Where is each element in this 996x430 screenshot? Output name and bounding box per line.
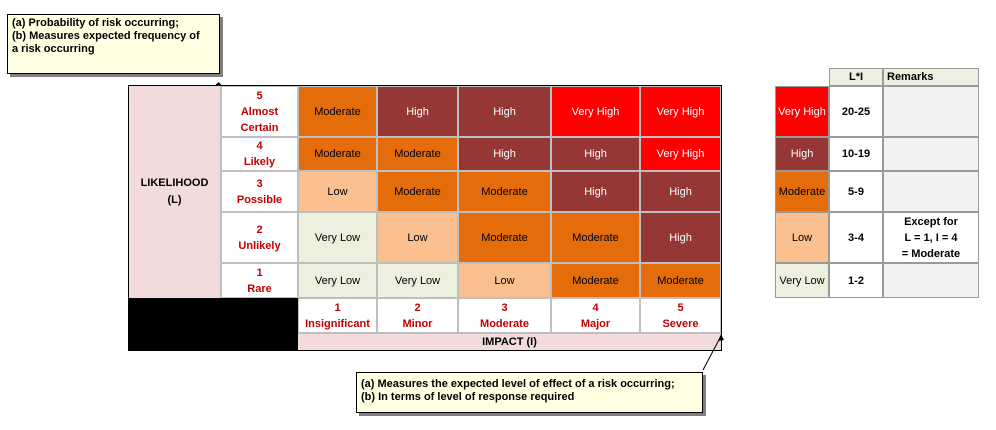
- risk-matrix: [128, 85, 722, 351]
- matrix-cell-l3-i1: Low: [298, 171, 377, 212]
- matrix-cell-l3-i2: Moderate: [377, 171, 458, 212]
- impact-axis-label: IMPACT (I): [298, 333, 721, 350]
- legend-level-low: Low: [775, 212, 829, 263]
- likelihood-level-4: 4 Likely: [221, 137, 298, 171]
- impact-note-connector: [702, 334, 724, 371]
- impact-level-5: 5 Severe: [640, 298, 721, 333]
- matrix-cell-l5-i5: Very High: [640, 86, 721, 137]
- likelihood-note: (a) Probability of risk occurring; (b) M…: [7, 14, 220, 74]
- matrix-cell-l5-i1: Moderate: [298, 86, 377, 137]
- legend-remark-moderate: [883, 171, 979, 212]
- legend-level-high: High: [775, 137, 829, 171]
- legend-range-moderate: 5-9: [829, 171, 883, 212]
- corner-block: [129, 298, 298, 350]
- matrix-cell-l4-i3: High: [458, 137, 551, 171]
- matrix-cell-l4-i1: Moderate: [298, 137, 377, 171]
- matrix-cell-l3-i3: Moderate: [458, 171, 551, 212]
- impact-level-2: 2 Minor: [377, 298, 458, 333]
- impact-note: (a) Measures the expected level of effec…: [356, 372, 703, 413]
- legend-level-very-high: Very High: [775, 86, 829, 137]
- matrix-cell-l2-i3: Moderate: [458, 212, 551, 263]
- matrix-cell-l4-i5: Very High: [640, 137, 721, 171]
- impact-level-4: 4 Major: [551, 298, 640, 333]
- matrix-cell-l4-i4: High: [551, 137, 640, 171]
- legend-range-low: 3-4: [829, 212, 883, 263]
- legend-header-range: L*I: [829, 68, 883, 86]
- legend-level-very-low: Very Low: [775, 263, 829, 298]
- legend-remark-low: Except for L = 1, I = 4 = Moderate: [883, 212, 979, 263]
- legend-remark-very-low: [883, 263, 979, 298]
- likelihood-level-1: 1 Rare: [221, 263, 298, 298]
- legend-header-remarks: Remarks: [883, 68, 979, 86]
- likelihood-abbr-text: (L): [167, 194, 182, 206]
- impact-level-1: 1 Insignificant: [298, 298, 377, 333]
- likelihood-level-5: 5 Almost Certain: [221, 86, 298, 137]
- legend-range-high: 10-19: [829, 137, 883, 171]
- matrix-cell-l2-i4: Moderate: [551, 212, 640, 263]
- matrix-cell-l2-i2: Low: [377, 212, 458, 263]
- matrix-cell-l4-i2: Moderate: [377, 137, 458, 171]
- matrix-cell-l1-i5: Moderate: [640, 263, 721, 298]
- legend-range-very-low: 1-2: [829, 263, 883, 298]
- legend-remark-high: [883, 137, 979, 171]
- matrix-cell-l1-i2: Very Low: [377, 263, 458, 298]
- matrix-cell-l1-i4: Moderate: [551, 263, 640, 298]
- likelihood-level-2: 2 Unlikely: [221, 212, 298, 263]
- matrix-cell-l2-i5: High: [640, 212, 721, 263]
- likelihood-label-text: LIKELIHOOD: [140, 177, 209, 189]
- likelihood-level-3: 3 Possible: [221, 171, 298, 212]
- matrix-cell-l5-i2: High: [377, 86, 458, 137]
- legend-level-moderate: Moderate: [775, 171, 829, 212]
- legend-range-very-high: 20-25: [829, 86, 883, 137]
- matrix-cell-l3-i5: High: [640, 171, 721, 212]
- matrix-cell-l3-i4: High: [551, 171, 640, 212]
- matrix-cell-l1-i3: Low: [458, 263, 551, 298]
- matrix-cell-l5-i3: High: [458, 86, 551, 137]
- matrix-cell-l5-i4: Very High: [551, 86, 640, 137]
- likelihood-axis-label: LIKELIHOOD (L): [129, 86, 221, 298]
- legend-remark-very-high: [883, 86, 979, 137]
- impact-level-3: 3 Moderate: [458, 298, 551, 333]
- matrix-cell-l1-i1: Very Low: [298, 263, 377, 298]
- matrix-cell-l2-i1: Very Low: [298, 212, 377, 263]
